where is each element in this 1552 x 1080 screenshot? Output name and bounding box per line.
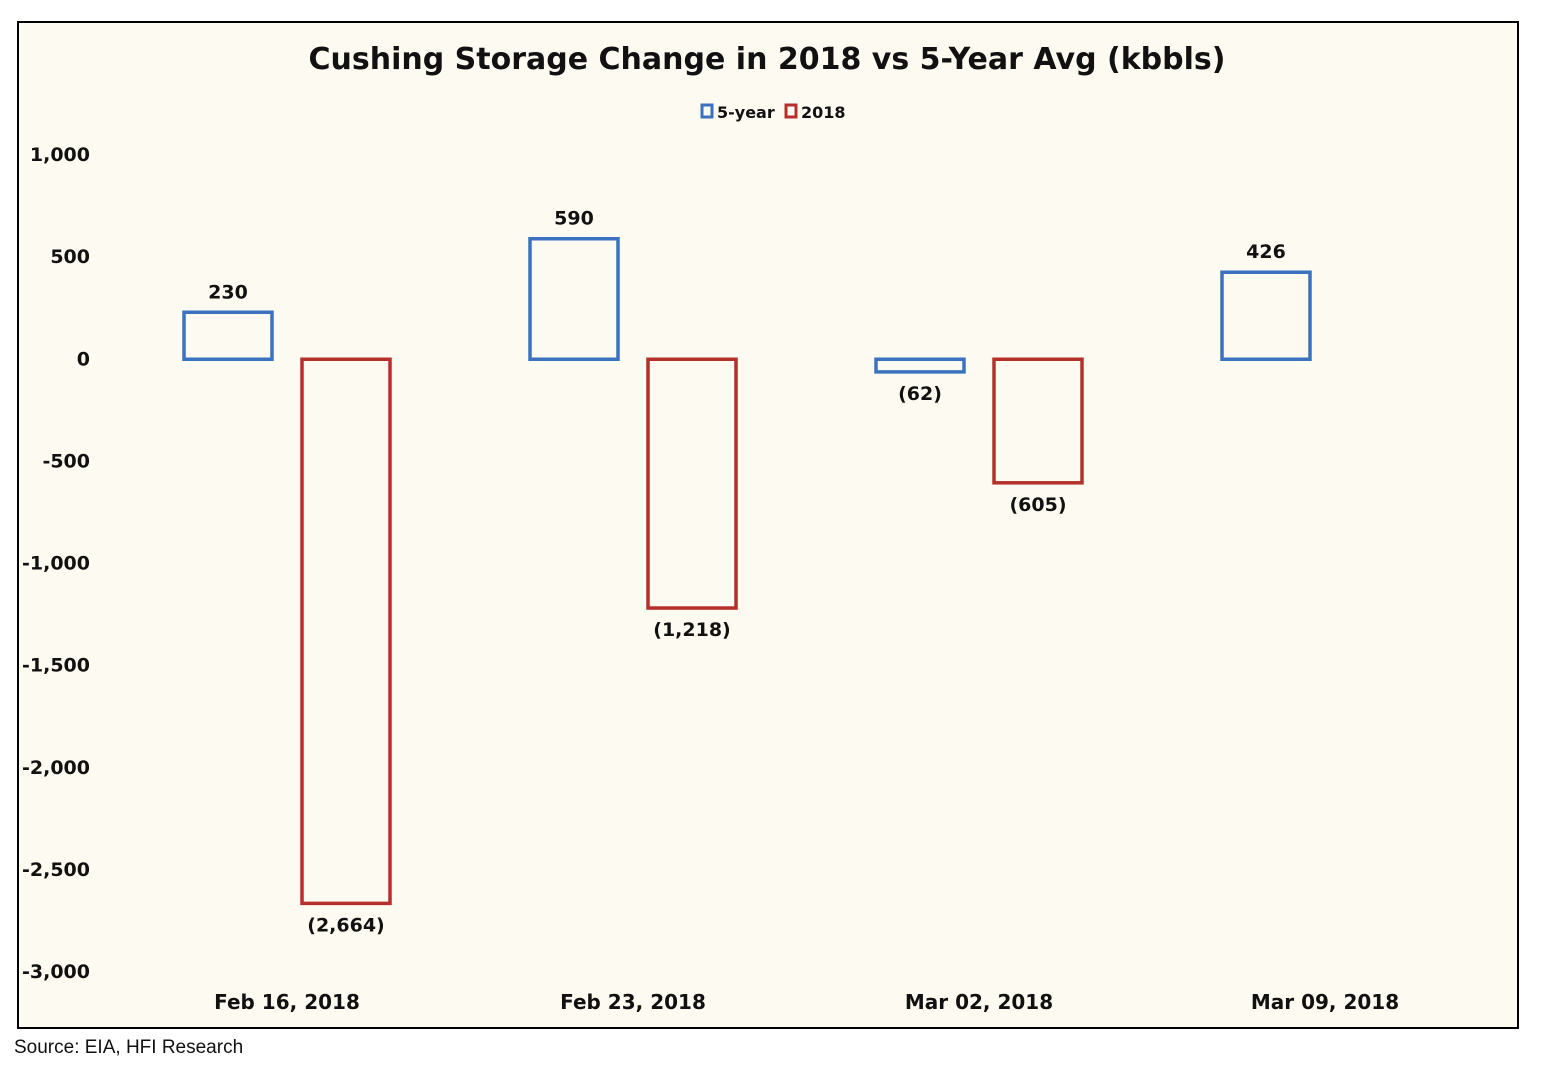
data-label: 590 [554,208,594,230]
y-tick-label: -2,500 [22,859,90,881]
data-label: (62) [898,383,942,405]
bar-5-year-2 [874,357,966,374]
bar-series-group [182,236,1312,906]
y-axis: 1,000 500 0 -500 -1,000 -1,500 -2,000 -2,500 -3,… [22,144,90,983]
y-tick-label: -3,000 [22,961,90,983]
bar-2018-0 [300,357,392,906]
legend-label: 5-year [717,103,775,122]
data-label: (605) [1009,494,1066,516]
x-tick-label: Feb 16, 2018 [214,990,360,1014]
legend-label: 2018 [801,103,846,122]
bar-5-year-0 [182,310,274,361]
bar-5-year-1 [528,236,620,361]
x-tick-label: Mar 02, 2018 [905,990,1053,1014]
y-tick-label: -1,500 [22,655,90,677]
bar-2018-2 [992,357,1084,485]
source-note: Source: EIA, HFI Research [14,1037,244,1058]
data-label: 230 [208,281,248,303]
y-tick-label: 0 [77,348,90,370]
data-label: (2,664) [307,914,384,936]
chart-title: Cushing Storage Change in 2018 vs 5-Year… [309,42,1226,77]
y-tick-label: -500 [42,450,90,472]
y-tick-label: -2,000 [22,757,90,779]
data-labels: 230 590 (62) 426 (2,664) (1,218) (605) [208,208,1286,937]
x-tick-label: Feb 23, 2018 [560,990,706,1014]
y-tick-label: 500 [50,246,90,268]
bar-5-year-3 [1220,270,1312,361]
x-tick-label: Mar 09, 2018 [1251,990,1399,1014]
data-label: (1,218) [653,619,730,641]
chart-legend: 5-year 2018 [700,103,846,122]
legend-swatch-2018 [784,103,798,119]
chart-area [17,21,1519,1029]
y-tick-label: -1,000 [22,553,90,575]
bar-2018-1 [646,357,738,610]
legend-swatch-5-year [700,103,714,119]
y-tick-label: 1,000 [30,144,90,166]
x-axis: Feb 16, 2018 Feb 23, 2018 Mar 02, 2018 Mar … [214,990,1399,1014]
data-label: 426 [1246,241,1286,263]
